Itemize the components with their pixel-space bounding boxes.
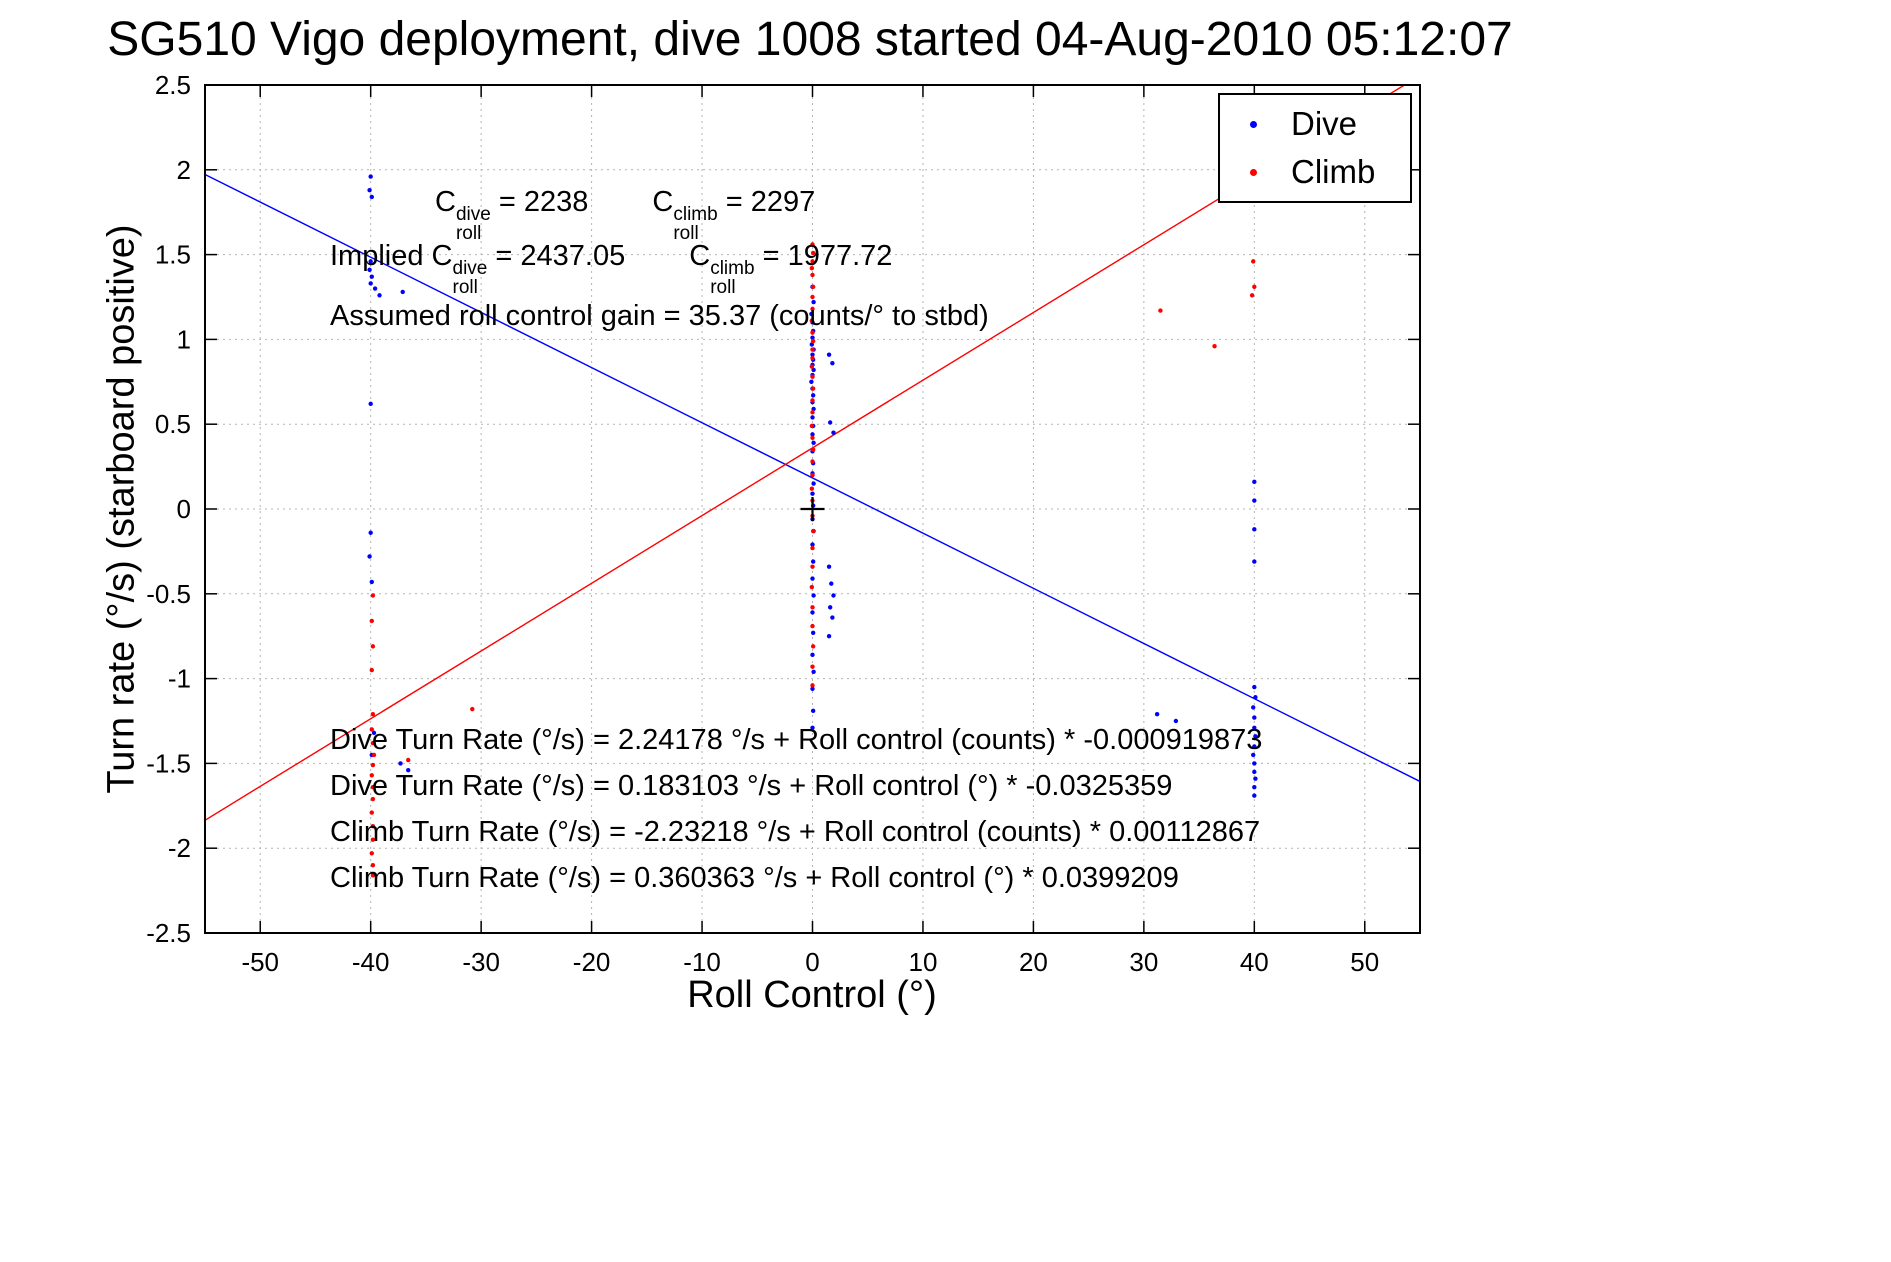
climb-points bbox=[369, 242, 1257, 878]
svg-text:2.5: 2.5 bbox=[155, 70, 191, 100]
annotation-climb-eq-counts: Climb Turn Rate (°/s) = -2.23218 °/s + R… bbox=[330, 816, 1261, 848]
origin-plus-marker bbox=[800, 497, 825, 521]
dive-superscript: dive bbox=[455, 204, 491, 225]
svg-text:-2: -2 bbox=[168, 833, 191, 863]
svg-text:1: 1 bbox=[177, 324, 191, 354]
c-roll-dive-value: = 2238 bbox=[490, 186, 589, 218]
y-tick-labels: -2.5 -2 -1.5 -1 -0.5 0 0.5 1 1.5 2 2.5 bbox=[146, 70, 191, 948]
svg-text:-1.5: -1.5 bbox=[146, 748, 191, 778]
legend-entry-climb: Climb bbox=[1250, 153, 1410, 191]
x-tick-labels: -50 -40 -30 -20 -10 0 10 20 30 40 50 bbox=[241, 947, 1379, 977]
svg-text:0.5: 0.5 bbox=[155, 409, 191, 439]
figure-title: SG510 Vigo deployment, dive 1008 started… bbox=[107, 13, 1513, 66]
dive-points bbox=[367, 174, 1258, 798]
annotation-roll-gain: Assumed roll control gain = 35.37 (count… bbox=[330, 300, 989, 332]
implied-prefix: Implied bbox=[330, 240, 432, 272]
legend-label-dive: Dive bbox=[1291, 105, 1358, 142]
legend: Dive Climb bbox=[1218, 93, 1412, 203]
annotation-dive-eq-counts: Dive Turn Rate (°/s) = 2.24178 °/s + Rol… bbox=[330, 724, 1263, 756]
c-roll-climb-value: = 2297 bbox=[717, 186, 816, 218]
svg-text:-40: -40 bbox=[352, 947, 390, 977]
svg-text:-10: -10 bbox=[683, 947, 721, 977]
annotation-climb-eq-degrees: Climb Turn Rate (°/s) = 0.360363 °/s + R… bbox=[330, 862, 1179, 894]
svg-text:-20: -20 bbox=[573, 947, 611, 977]
svg-text:10: 10 bbox=[908, 947, 937, 977]
svg-text:-50: -50 bbox=[241, 947, 279, 977]
roll-subscript: roll bbox=[455, 223, 482, 244]
svg-text:-2.5: -2.5 bbox=[146, 918, 191, 948]
svg-text:30: 30 bbox=[1129, 947, 1158, 977]
svg-text:20: 20 bbox=[1019, 947, 1048, 977]
implied-c-roll-climb-value: = 1977.72 bbox=[754, 240, 893, 272]
svg-text:-1: -1 bbox=[168, 664, 191, 694]
svg-text:50: 50 bbox=[1350, 947, 1379, 977]
svg-text:0: 0 bbox=[177, 494, 191, 524]
implied-c-roll-dive-value: = 2437.05 bbox=[487, 240, 626, 272]
svg-text:-0.5: -0.5 bbox=[146, 579, 191, 609]
svg-text:40: 40 bbox=[1240, 947, 1269, 977]
annotation-dive-eq-degrees: Dive Turn Rate (°/s) = 0.183103 °/s + Ro… bbox=[330, 770, 1173, 802]
svg-text:1.5: 1.5 bbox=[155, 240, 191, 270]
tick-marks bbox=[205, 84, 1420, 934]
roll-subscript: roll bbox=[673, 223, 699, 244]
y-axis-label: Turn rate (°/s) (starboard positive) bbox=[100, 224, 143, 794]
climb-superscript: climb bbox=[673, 204, 718, 225]
dive-fit-line bbox=[205, 173, 1420, 783]
climb-marker-icon bbox=[1250, 168, 1257, 176]
dive-marker-icon bbox=[1250, 120, 1257, 128]
svg-text:-30: -30 bbox=[462, 947, 500, 977]
x-axis-label: Roll Control (°) bbox=[687, 974, 937, 1016]
svg-text:2: 2 bbox=[177, 155, 191, 185]
svg-text:0: 0 bbox=[805, 947, 819, 977]
data-layer bbox=[205, 85, 1420, 878]
legend-entry-dive: Dive bbox=[1250, 105, 1410, 143]
legend-label-climb: Climb bbox=[1291, 153, 1376, 190]
